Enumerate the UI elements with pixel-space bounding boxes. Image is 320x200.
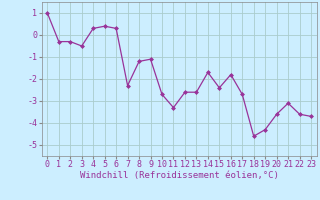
X-axis label: Windchill (Refroidissement éolien,°C): Windchill (Refroidissement éolien,°C) (80, 171, 279, 180)
